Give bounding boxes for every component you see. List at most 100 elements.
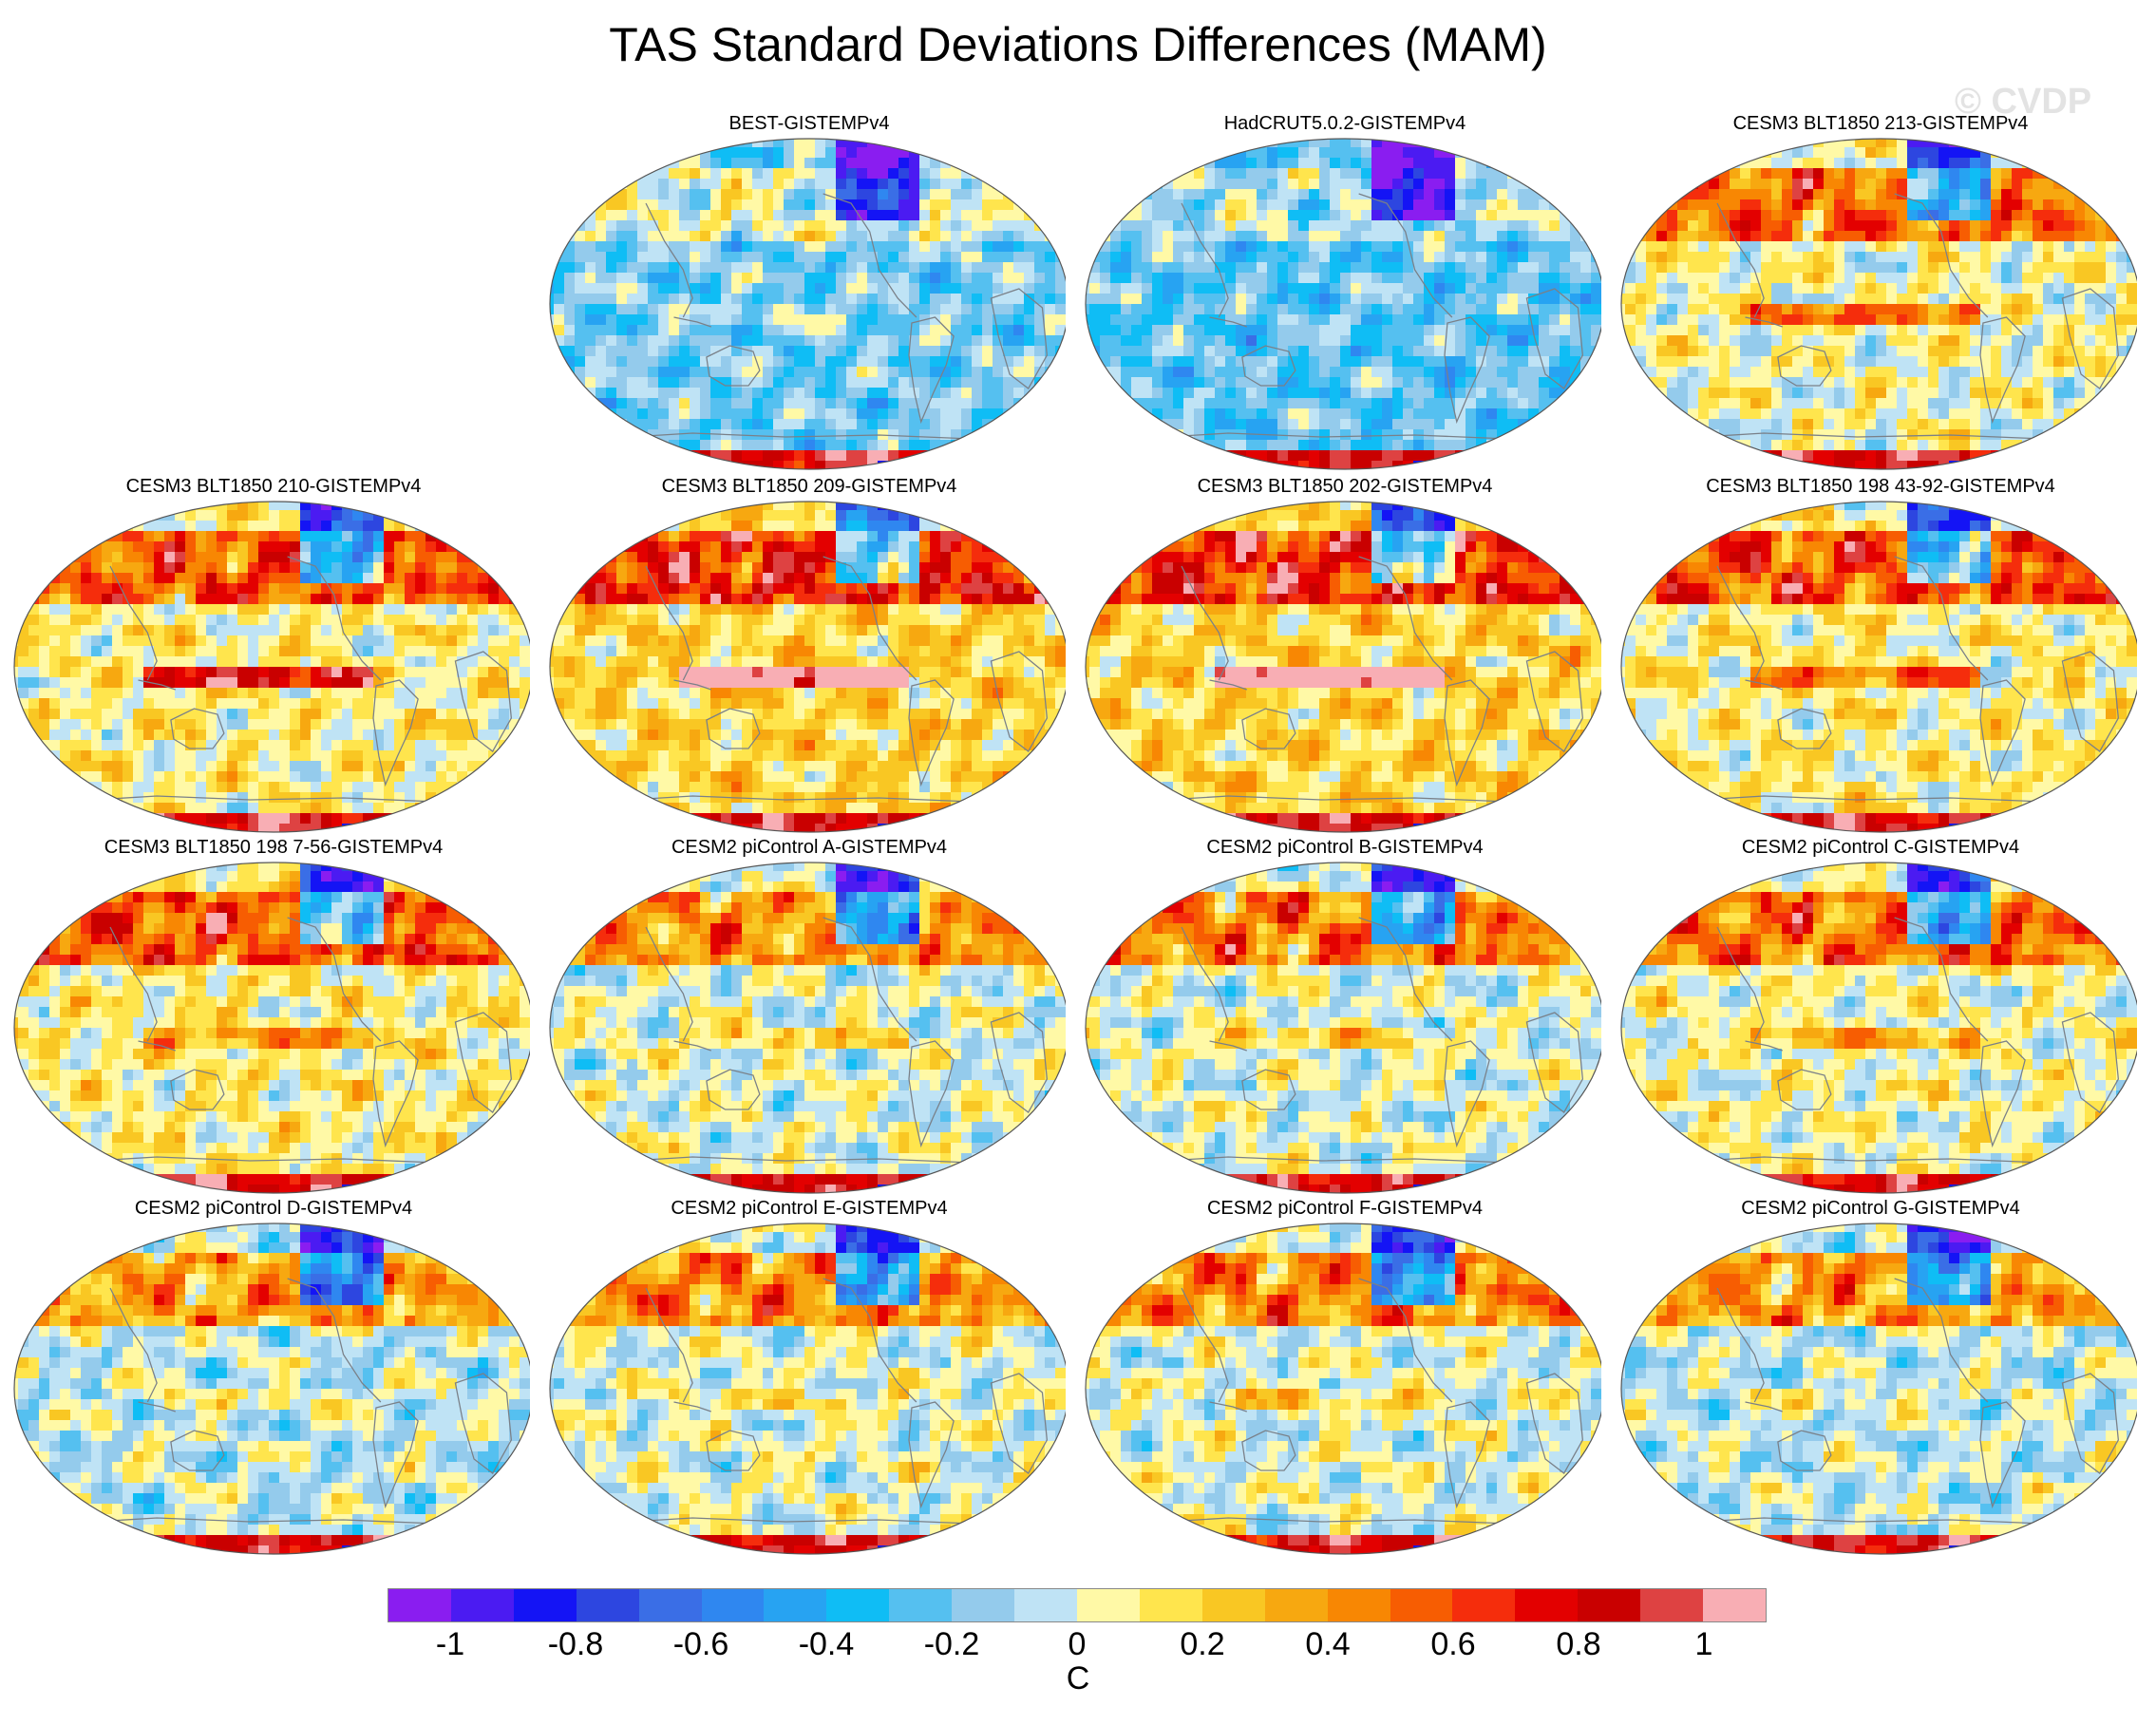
cvdp-watermark: © CVDP bbox=[1955, 82, 2091, 123]
map-panel: CESM2 piControl D-GISTEMPv4 bbox=[8, 1197, 539, 1560]
tas-difference-field bbox=[1086, 1223, 1601, 1554]
panel-title: CESM3 BLT1850 198 43-92-GISTEMPv4 bbox=[1615, 475, 2147, 498]
colorbar-swatch bbox=[1139, 1589, 1202, 1621]
tas-difference-field bbox=[1086, 139, 1601, 469]
tas-difference-field bbox=[550, 1223, 1066, 1554]
global-map bbox=[1085, 501, 1601, 833]
map-panel: CESM3 BLT1850 202-GISTEMPv4 bbox=[1079, 475, 1611, 838]
colorbar-swatch bbox=[388, 1589, 451, 1621]
map-panel: CESM2 piControl G-GISTEMPv4 bbox=[1615, 1197, 2147, 1560]
global-map bbox=[13, 1223, 530, 1555]
tas-difference-field bbox=[550, 502, 1066, 832]
map-boundary bbox=[549, 862, 1066, 1194]
map-panel: HadCRUT5.0.2-GISTEMPv4 bbox=[1079, 112, 1611, 475]
map-panel: CESM2 piControl E-GISTEMPv4 bbox=[543, 1197, 1075, 1560]
global-map bbox=[1085, 1223, 1601, 1555]
map-panel: CESM3 BLT1850 198 7-56-GISTEMPv4 bbox=[8, 836, 539, 1199]
colorbar-swatch bbox=[764, 1589, 827, 1621]
panel-title: CESM2 piControl B-GISTEMPv4 bbox=[1079, 836, 1611, 859]
panel-title: CESM3 BLT1850 202-GISTEMPv4 bbox=[1079, 475, 1611, 498]
coastlines bbox=[1670, 917, 2120, 1167]
panel-title: CESM3 BLT1850 198 7-56-GISTEMPv4 bbox=[8, 836, 539, 859]
map-boundary bbox=[549, 138, 1066, 470]
panel-title: CESM2 piControl G-GISTEMPv4 bbox=[1615, 1197, 2147, 1220]
global-map bbox=[1085, 862, 1601, 1194]
map-panel: CESM2 piControl B-GISTEMPv4 bbox=[1079, 836, 1611, 1199]
map-boundary bbox=[549, 1223, 1066, 1555]
tas-difference-field bbox=[1621, 1223, 2137, 1554]
colorbar-swatch bbox=[1452, 1589, 1516, 1621]
tas-difference-field bbox=[1086, 862, 1601, 1193]
map-boundary bbox=[549, 501, 1066, 833]
panel-title: HadCRUT5.0.2-GISTEMPv4 bbox=[1079, 112, 1611, 135]
panel-title: CESM3 BLT1850 209-GISTEMPv4 bbox=[543, 475, 1075, 498]
colorbar-swatch bbox=[826, 1589, 890, 1621]
map-panel: CESM3 BLT1850 213-GISTEMPv4 bbox=[1615, 112, 2147, 475]
panel-title: CESM2 piControl F-GISTEMPv4 bbox=[1079, 1197, 1611, 1220]
tas-difference-field bbox=[550, 139, 1066, 469]
tas-difference-field bbox=[1621, 139, 2137, 469]
tas-difference-field bbox=[1621, 862, 2137, 1193]
colorbar-swatch bbox=[1201, 1589, 1265, 1621]
colorbar-swatch bbox=[1327, 1589, 1390, 1621]
map-boundary bbox=[1085, 501, 1601, 833]
map-panel: CESM3 BLT1850 198 43-92-GISTEMPv4 bbox=[1615, 475, 2147, 838]
tas-difference-field bbox=[14, 1223, 530, 1554]
colorbar-swatch bbox=[1264, 1589, 1328, 1621]
map-boundary bbox=[1620, 862, 2137, 1194]
map-boundary bbox=[1620, 138, 2137, 470]
colorbar-swatch bbox=[1703, 1589, 1766, 1621]
colorbar-swatch bbox=[889, 1589, 953, 1621]
colorbar-tick-label: -0.2 bbox=[924, 1626, 980, 1663]
map-boundary bbox=[1620, 501, 2137, 833]
colorbar-swatch bbox=[1014, 1589, 1077, 1621]
global-map bbox=[549, 138, 1066, 470]
global-map bbox=[1085, 138, 1601, 470]
colorbar-swatch bbox=[701, 1589, 765, 1621]
colorbar-swatch bbox=[1578, 1589, 1641, 1621]
colorbar-tick-label: 0 bbox=[1069, 1626, 1087, 1663]
figure-title: TAS Standard Deviations Differences (MAM… bbox=[0, 17, 2156, 72]
global-map bbox=[549, 1223, 1066, 1555]
colorbar-tick-label: -0.6 bbox=[673, 1626, 729, 1663]
colorbar-swatch bbox=[638, 1589, 702, 1621]
global-map bbox=[1620, 138, 2137, 470]
tas-difference-field bbox=[1086, 502, 1601, 832]
map-panel: CESM2 piControl F-GISTEMPv4 bbox=[1079, 1197, 1611, 1560]
global-map bbox=[13, 862, 530, 1194]
map-panel: BEST-GISTEMPv4 bbox=[543, 112, 1075, 475]
map-boundary bbox=[1620, 1223, 2137, 1555]
tas-difference-field bbox=[550, 862, 1066, 1193]
global-map bbox=[13, 501, 530, 833]
panel-title: CESM2 piControl C-GISTEMPv4 bbox=[1615, 836, 2147, 859]
colorbar-swatch bbox=[1076, 1589, 1140, 1621]
colorbar-tick-label: 1 bbox=[1695, 1626, 1713, 1663]
global-map bbox=[549, 862, 1066, 1194]
colorbar-tick-label: -1 bbox=[436, 1626, 464, 1663]
colorbar-swatch bbox=[952, 1589, 1015, 1621]
panel-title: CESM3 BLT1850 213-GISTEMPv4 bbox=[1615, 112, 2147, 135]
colorbar-tick-label: 0.2 bbox=[1180, 1626, 1224, 1663]
colorbar-tick-label: 0.4 bbox=[1305, 1626, 1350, 1663]
map-panel: CESM3 BLT1850 210-GISTEMPv4 bbox=[8, 475, 539, 838]
tas-difference-field bbox=[14, 862, 530, 1193]
colorbar-swatch bbox=[1640, 1589, 1704, 1621]
colorbar-tick-label: 0.8 bbox=[1556, 1626, 1600, 1663]
tas-difference-field bbox=[14, 502, 530, 832]
colorbar-tick-label: -0.8 bbox=[548, 1626, 604, 1663]
map-panel: CESM2 piControl A-GISTEMPv4 bbox=[543, 836, 1075, 1199]
map-panel: CESM3 BLT1850 209-GISTEMPv4 bbox=[543, 475, 1075, 838]
colorbar-swatch bbox=[1390, 1589, 1453, 1621]
global-map bbox=[1620, 1223, 2137, 1555]
map-boundary bbox=[13, 862, 530, 1194]
colorbar-swatch bbox=[513, 1589, 577, 1621]
colorbar-tick-label: 0.6 bbox=[1430, 1626, 1475, 1663]
panel-title: CESM2 piControl D-GISTEMPv4 bbox=[8, 1197, 539, 1220]
global-map bbox=[1620, 862, 2137, 1194]
coastlines bbox=[1134, 917, 1584, 1167]
colorbar bbox=[388, 1588, 1767, 1622]
map-boundary bbox=[1085, 1223, 1601, 1555]
panel-title: CESM3 BLT1850 210-GISTEMPv4 bbox=[8, 475, 539, 498]
map-boundary bbox=[1085, 138, 1601, 470]
colorbar-swatch bbox=[576, 1589, 639, 1621]
